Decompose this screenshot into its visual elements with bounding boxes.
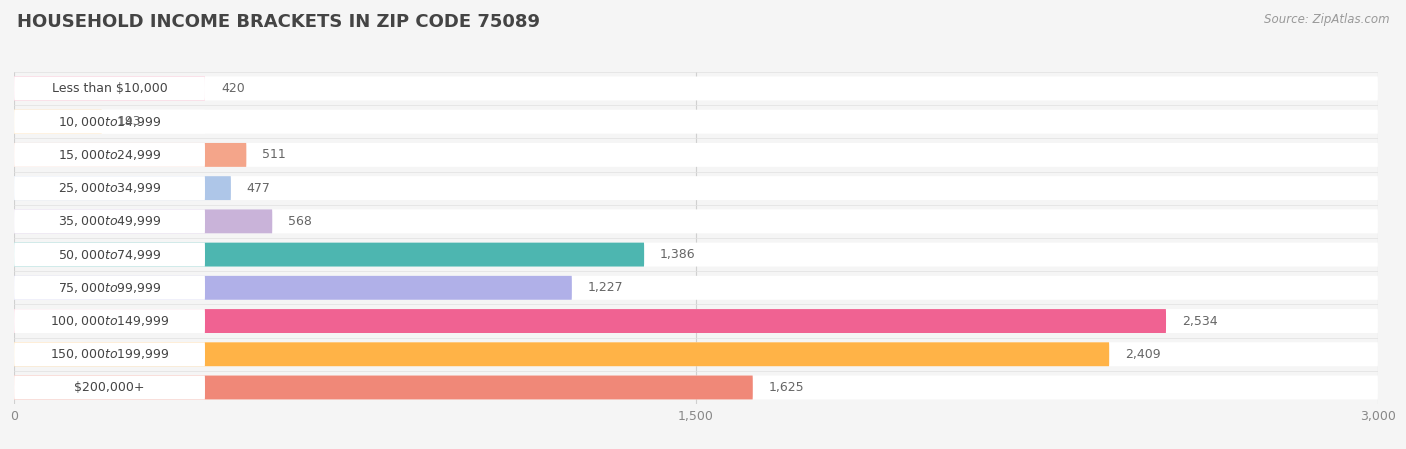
Text: 2,534: 2,534 <box>1182 315 1218 327</box>
FancyBboxPatch shape <box>14 76 205 101</box>
FancyBboxPatch shape <box>14 110 1378 134</box>
Text: $10,000 to $14,999: $10,000 to $14,999 <box>58 114 162 129</box>
FancyBboxPatch shape <box>14 276 205 300</box>
Text: $25,000 to $34,999: $25,000 to $34,999 <box>58 181 162 195</box>
Text: 568: 568 <box>288 215 312 228</box>
Text: 1,386: 1,386 <box>659 248 696 261</box>
FancyBboxPatch shape <box>14 176 205 200</box>
FancyBboxPatch shape <box>14 176 231 200</box>
FancyBboxPatch shape <box>14 76 1378 101</box>
FancyBboxPatch shape <box>14 309 205 333</box>
Text: 1,625: 1,625 <box>769 381 804 394</box>
Text: Source: ZipAtlas.com: Source: ZipAtlas.com <box>1264 13 1389 26</box>
FancyBboxPatch shape <box>14 342 1109 366</box>
Text: 1,227: 1,227 <box>588 282 623 294</box>
FancyBboxPatch shape <box>14 342 205 366</box>
Text: 2,409: 2,409 <box>1125 348 1161 361</box>
Text: $35,000 to $49,999: $35,000 to $49,999 <box>58 214 162 229</box>
Text: $150,000 to $199,999: $150,000 to $199,999 <box>49 347 169 361</box>
Text: Less than $10,000: Less than $10,000 <box>52 82 167 95</box>
FancyBboxPatch shape <box>14 143 1378 167</box>
FancyBboxPatch shape <box>14 375 1378 400</box>
FancyBboxPatch shape <box>14 342 1378 366</box>
Text: 511: 511 <box>263 149 285 161</box>
FancyBboxPatch shape <box>14 76 205 101</box>
FancyBboxPatch shape <box>14 110 101 134</box>
FancyBboxPatch shape <box>14 375 752 400</box>
FancyBboxPatch shape <box>14 242 205 267</box>
Text: $15,000 to $24,999: $15,000 to $24,999 <box>58 148 162 162</box>
Text: $75,000 to $99,999: $75,000 to $99,999 <box>58 281 162 295</box>
FancyBboxPatch shape <box>14 276 572 300</box>
FancyBboxPatch shape <box>14 309 1166 333</box>
Text: $50,000 to $74,999: $50,000 to $74,999 <box>58 247 162 262</box>
FancyBboxPatch shape <box>14 209 273 233</box>
FancyBboxPatch shape <box>14 375 205 400</box>
FancyBboxPatch shape <box>14 242 644 267</box>
FancyBboxPatch shape <box>14 209 205 233</box>
FancyBboxPatch shape <box>14 110 205 134</box>
FancyBboxPatch shape <box>14 176 1378 200</box>
Text: $200,000+: $200,000+ <box>75 381 145 394</box>
FancyBboxPatch shape <box>14 143 246 167</box>
Text: $100,000 to $149,999: $100,000 to $149,999 <box>49 314 169 328</box>
FancyBboxPatch shape <box>14 276 1378 300</box>
FancyBboxPatch shape <box>14 143 205 167</box>
Text: 477: 477 <box>247 182 271 194</box>
Text: 193: 193 <box>118 115 142 128</box>
Text: 420: 420 <box>221 82 245 95</box>
FancyBboxPatch shape <box>14 209 1378 233</box>
Text: HOUSEHOLD INCOME BRACKETS IN ZIP CODE 75089: HOUSEHOLD INCOME BRACKETS IN ZIP CODE 75… <box>17 13 540 31</box>
FancyBboxPatch shape <box>14 242 1378 267</box>
FancyBboxPatch shape <box>14 309 1378 333</box>
